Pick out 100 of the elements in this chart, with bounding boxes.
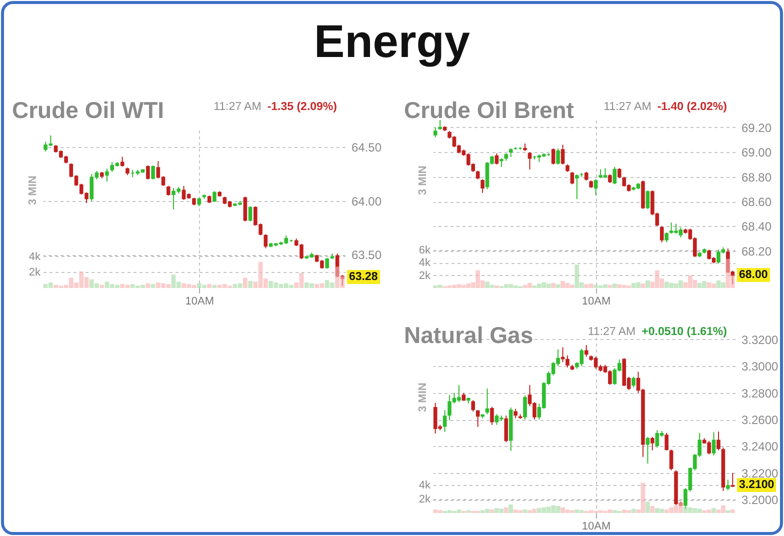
- candlestick: [612, 166, 617, 185]
- y2-tick-label: 4k: [418, 257, 431, 270]
- candlestick: [664, 232, 668, 243]
- y-tick-label: 3.2400: [742, 440, 779, 454]
- y-tick-label: 3.3000: [742, 360, 779, 374]
- y2-tick-label: 2k: [28, 266, 41, 279]
- bar: [726, 510, 730, 513]
- bar: [68, 278, 74, 288]
- bar: [546, 284, 551, 288]
- y-tick-label: 3.2800: [742, 386, 779, 400]
- bar: [654, 508, 660, 513]
- bar: [598, 510, 603, 513]
- y-tick-label: 3.2000: [742, 493, 779, 508]
- bar: [461, 284, 466, 288]
- bar: [574, 264, 580, 288]
- candlestick: [105, 168, 109, 182]
- bar: [43, 284, 48, 288]
- bar: [248, 280, 253, 288]
- y2-tick-label: 4k: [28, 250, 41, 263]
- bar: [528, 510, 532, 513]
- bar: [217, 284, 222, 288]
- x-tick-label: 10AM: [185, 296, 214, 308]
- candlestick: [514, 408, 518, 419]
- candlestick: [646, 436, 650, 464]
- bar: [716, 509, 721, 513]
- bar: [570, 510, 574, 513]
- bar: [646, 502, 650, 513]
- bar: [678, 502, 683, 513]
- bar: [542, 282, 546, 288]
- bar: [660, 278, 664, 288]
- annotation: 63.28: [347, 270, 380, 284]
- bar: [166, 284, 171, 288]
- annotation: +0.0510 (1.61%): [642, 326, 727, 338]
- bar: [330, 282, 334, 288]
- bar: [110, 284, 114, 288]
- candlestick: [584, 344, 588, 358]
- bar: [608, 509, 612, 513]
- bar: [716, 280, 721, 288]
- bar: [494, 508, 499, 513]
- bar: [692, 508, 698, 513]
- bar: [480, 510, 485, 513]
- bar: [584, 284, 589, 288]
- bar: [438, 510, 442, 513]
- bar: [702, 510, 707, 513]
- bar: [294, 282, 299, 288]
- bar: [485, 282, 490, 288]
- candlestick: [212, 190, 216, 203]
- candlestick: [166, 185, 170, 196]
- bar: [232, 284, 238, 288]
- bar: [284, 283, 288, 288]
- bar: [238, 283, 242, 288]
- bar: [504, 507, 508, 513]
- bar: [456, 284, 462, 288]
- bar: [669, 507, 674, 513]
- candlestick: [594, 178, 598, 196]
- bar: [560, 507, 565, 513]
- bar: [556, 284, 560, 288]
- bar: [84, 276, 89, 288]
- y-tick-label: 69.00: [742, 146, 772, 160]
- bar: [712, 284, 716, 288]
- bar: [518, 510, 522, 513]
- bar: [324, 280, 330, 288]
- chart-title: Crude Oil Brent: [404, 97, 574, 124]
- candlestick: [570, 171, 574, 185]
- bar: [631, 282, 636, 288]
- y-tick-label: 3.2600: [742, 413, 779, 428]
- candlestick: [575, 174, 579, 200]
- candlestick: [560, 144, 565, 165]
- bar: [560, 281, 565, 288]
- candlestick: [442, 410, 447, 432]
- bar: [263, 278, 268, 288]
- bar: [688, 507, 692, 513]
- chart-title: Crude Oil WTI: [12, 97, 164, 124]
- bar: [54, 284, 58, 288]
- bar: [274, 282, 278, 288]
- bar: [640, 284, 646, 288]
- bar: [176, 282, 181, 288]
- text: 11:27 AM: [604, 101, 652, 113]
- candlestick: [490, 406, 494, 426]
- bar: [508, 504, 514, 513]
- bar: [588, 510, 594, 513]
- bar: [650, 506, 655, 513]
- text: 11:27 AM: [214, 101, 262, 113]
- bar: [289, 284, 294, 288]
- bar: [721, 282, 726, 288]
- bar: [156, 282, 160, 288]
- bar: [617, 284, 622, 288]
- candlestick: [325, 257, 329, 270]
- bar: [721, 505, 726, 513]
- candlestick: [471, 400, 476, 412]
- y-tick-label: 68.80: [742, 170, 772, 184]
- bar: [48, 282, 53, 288]
- bar: [130, 284, 135, 288]
- bar: [438, 284, 442, 288]
- y2-tick-label: 2k: [418, 270, 431, 282]
- bar: [565, 509, 570, 513]
- candlestick: [438, 120, 442, 130]
- bar: [536, 284, 542, 288]
- candlestick: [264, 234, 268, 249]
- candlestick: [480, 178, 484, 194]
